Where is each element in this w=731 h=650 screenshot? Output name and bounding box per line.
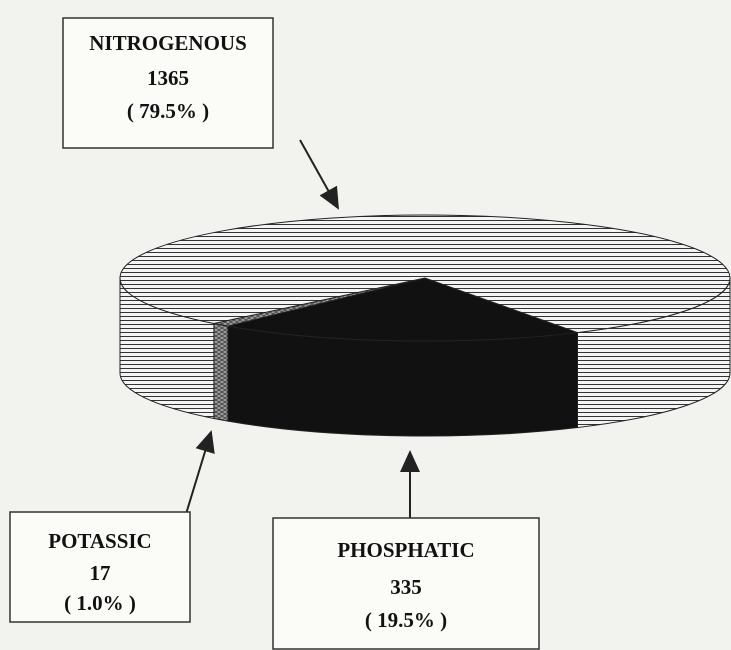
- arrow: [299, 139, 339, 210]
- slice-side: [227, 325, 578, 437]
- value-label: 17: [90, 561, 111, 585]
- slice: [227, 277, 578, 342]
- value-label: 1365: [147, 66, 189, 90]
- percent-label: ( 1.0% ): [64, 591, 136, 615]
- category-label: NITROGENOUS: [89, 31, 247, 55]
- slice: [119, 214, 731, 334]
- pie: [119, 214, 731, 437]
- box: [62, 17, 274, 149]
- label-box: POTASSIC 17 ( 1.0% ): [9, 511, 191, 623]
- slice-side: [213, 322, 229, 422]
- label-box: PHOSPHATIC 335 ( 19.5% ): [272, 517, 540, 650]
- category-label: POTASSIC: [48, 529, 151, 553]
- value-label: 335: [390, 575, 422, 599]
- label-box: NITROGENOUS 1365 ( 79.5% ): [62, 17, 274, 149]
- category-label: PHOSPHATIC: [337, 538, 474, 562]
- box: [272, 517, 540, 650]
- percent-label: ( 19.5% ): [365, 608, 447, 632]
- arrow: [185, 430, 215, 515]
- percent-label: ( 79.5% ): [127, 99, 209, 123]
- box: [9, 511, 191, 623]
